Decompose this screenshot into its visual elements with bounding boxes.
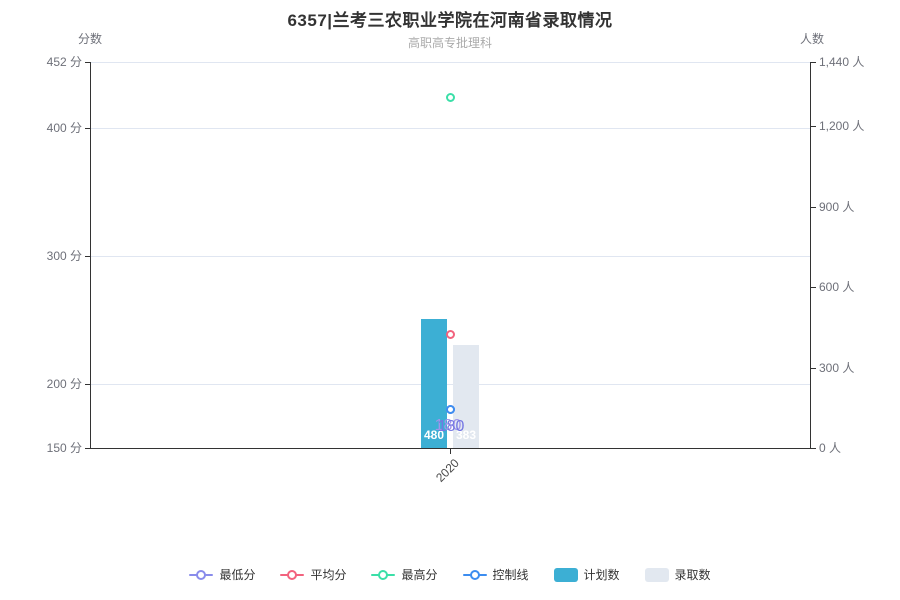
legend-item-最高分[interactable]: 最高分 [371, 566, 438, 583]
x-axis-tick [450, 449, 451, 454]
legend-line-circle-icon [462, 569, 487, 580]
y-axis-right-line [810, 62, 811, 449]
y-axis-right-tick [811, 448, 816, 449]
legend: 最低分 平均分 最高分 控制线 计划数 录取数 [0, 566, 900, 583]
legend-circle-icon [378, 569, 389, 580]
x-axis-line [90, 448, 811, 449]
y-axis-left-label: 200 分 [46, 377, 82, 392]
y-axis-left-label: 150 分 [46, 441, 82, 455]
bar-value-label: 480 [423, 428, 445, 442]
bar-计划数[interactable] [421, 319, 447, 448]
y-axis-right-tick [811, 206, 816, 208]
bar-录取数[interactable] [453, 345, 479, 448]
legend-line-circle-icon [189, 569, 214, 580]
y-axis-right-name: 人数 [799, 32, 824, 46]
legend-label: 录取数 [674, 568, 711, 582]
chart-title: 6357|兰考三农职业学院在河南省录取情况 [287, 11, 613, 30]
legend-item-计划数[interactable]: 计划数 [553, 566, 620, 583]
y-axis-right-label: 900 人 [819, 199, 855, 214]
legend-circle-icon [469, 569, 480, 580]
bar-value-label: 383 [455, 428, 477, 442]
y-axis-right-tick [811, 62, 816, 63]
y-axis-left-tick [85, 128, 90, 130]
legend-circle-icon [196, 569, 207, 580]
y-axis-left-tick [85, 256, 90, 258]
legend-label: 平均分 [310, 568, 347, 582]
y-axis-right-tick [811, 126, 816, 128]
x-axis-label: 2020 [433, 456, 462, 485]
y-axis-right-label: 1,440 人 [819, 55, 865, 69]
y-axis-right-tick [811, 287, 816, 289]
gridline [90, 128, 810, 130]
legend-line-circle-icon [371, 569, 396, 580]
y-axis-left-label: 452 分 [46, 55, 82, 69]
legend-item-控制线[interactable]: 控制线 [462, 566, 529, 583]
point-最高分[interactable] [445, 93, 455, 103]
gridline [90, 256, 810, 258]
point-平均分[interactable] [445, 329, 455, 339]
legend-circle-icon [287, 569, 298, 580]
y-axis-left-name: 分数 [77, 32, 102, 46]
legend-item-录取数[interactable]: 录取数 [644, 566, 711, 583]
y-axis-left-tick [85, 448, 90, 449]
legend-item-最低分[interactable]: 最低分 [189, 566, 255, 583]
y-axis-left-tick [85, 384, 90, 386]
y-axis-left-label: 400 分 [46, 121, 82, 136]
legend-line-circle-icon [280, 569, 305, 580]
y-axis-right-label: 1,200 人 [819, 119, 865, 134]
legend-label: 最高分 [401, 568, 438, 582]
point-value-label: 180 [437, 417, 465, 435]
gridline [90, 384, 810, 386]
y-axis-right-tick [811, 367, 816, 369]
y-axis-right-label: 300 人 [819, 360, 855, 375]
point-控制线[interactable] [445, 405, 455, 415]
gridline [90, 62, 810, 63]
legend-label: 最低分 [219, 568, 256, 582]
legend-item-平均分[interactable]: 平均分 [280, 566, 346, 583]
y-axis-left-tick [85, 62, 90, 63]
legend-label: 计划数 [583, 568, 620, 582]
point-value-label: 180 [434, 416, 462, 434]
y-axis-left-line [90, 62, 91, 448]
legend-bar-icon [644, 567, 669, 582]
chart-subtitle: 高职高专批理科 [407, 36, 492, 50]
y-axis-left-label: 300 分 [46, 249, 82, 264]
legend-label: 控制线 [492, 568, 529, 582]
y-axis-right-label: 0 人 [819, 441, 842, 455]
y-axis-right-label: 600 人 [819, 280, 855, 295]
legend-bar-icon [553, 567, 578, 582]
